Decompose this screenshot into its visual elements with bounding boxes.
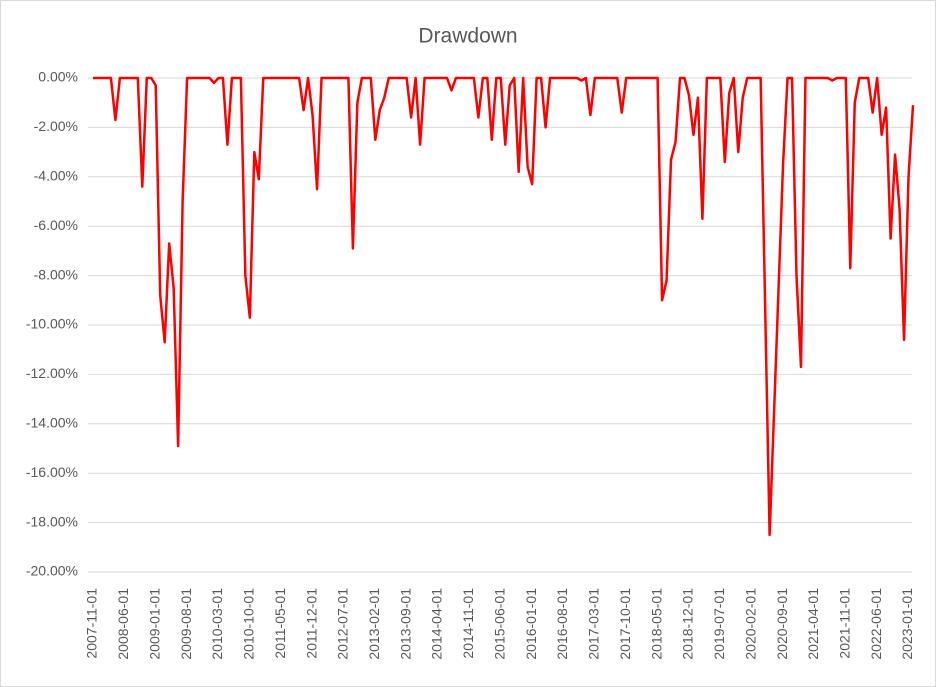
x-tick-label: 2015-06-01 [491,588,507,660]
x-tick-label: 2014-11-01 [460,588,476,659]
x-tick-label: 2013-02-01 [366,588,382,660]
x-tick-label: 2009-08-01 [178,588,194,660]
x-tick-label: 2010-03-01 [209,588,225,660]
x-tick-label: 2012-07-01 [335,588,351,660]
x-tick-label: 2020-09-01 [774,588,790,660]
x-tick-label: 2008-06-01 [115,588,131,660]
y-tick-label: -10.00% [26,316,78,332]
y-tick-label: -16.00% [26,464,78,480]
x-tick-label: 2022-06-01 [868,588,884,660]
x-tick-label: 2016-08-01 [554,588,570,660]
chart-title: Drawdown [418,25,517,48]
x-tick-label: 2019-07-01 [711,588,727,660]
x-tick-label: 2021-11-01 [836,588,852,659]
x-tick-label: 2014-04-01 [429,588,445,660]
x-tick-label: 2011-05-01 [272,588,288,659]
x-tick-label: 2018-12-01 [680,588,696,660]
x-tick-label: 2017-10-01 [617,588,633,660]
x-tick-label: 2017-03-01 [586,588,602,660]
x-tick-label: 2007-11-01 [84,588,100,659]
y-tick-label: -18.00% [26,513,78,529]
y-tick-label: -14.00% [26,415,78,431]
y-tick-label: -6.00% [34,217,78,233]
x-tick-label: 2010-10-01 [241,588,257,660]
x-tick-label: 2021-04-01 [805,588,821,660]
x-tick-label: 2020-02-01 [742,588,758,660]
x-tick-label: 2023-01-01 [899,588,915,660]
y-tick-label: -8.00% [34,266,78,282]
y-tick-label: -4.00% [34,168,78,184]
drawdown-line [93,76,915,537]
y-tick-label: -20.00% [26,563,78,579]
y-tick-label: -2.00% [34,118,78,134]
x-tick-label: 2016-01-01 [523,588,539,660]
x-tick-label: 2011-12-01 [303,588,319,659]
y-tick-label: 0.00% [38,69,78,85]
x-tick-label: 2009-01-01 [146,588,162,660]
x-tick-label: 2013-09-01 [397,588,413,660]
x-tick-label: 2018-05-01 [648,588,664,660]
y-tick-label: -12.00% [26,365,78,381]
